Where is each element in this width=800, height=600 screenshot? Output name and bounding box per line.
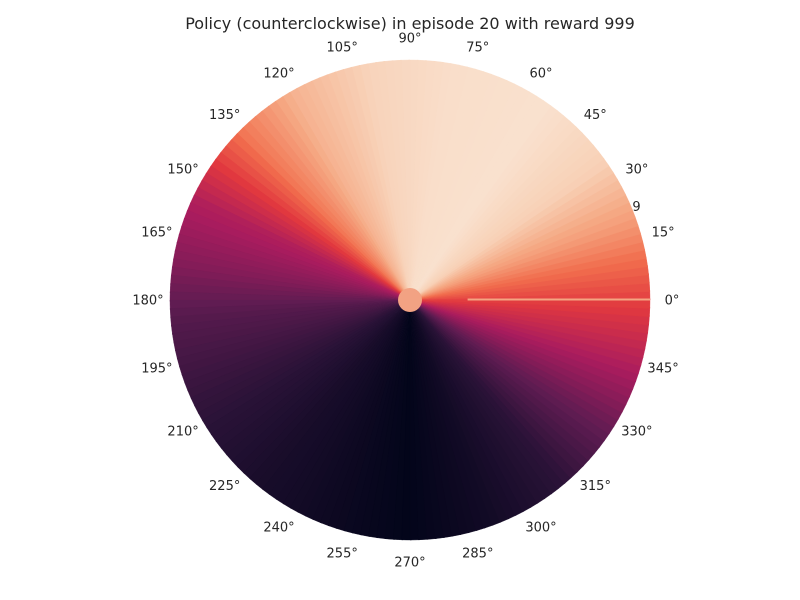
angle-tick-label: 75°	[466, 40, 489, 55]
angle-tick-label: 315°	[580, 479, 611, 494]
agent-marker	[398, 288, 422, 312]
angle-tick-label: 345°	[647, 361, 678, 376]
angle-tick-label: 255°	[327, 547, 358, 562]
angle-tick-label: 270°	[394, 556, 425, 571]
angle-tick-label: 150°	[167, 163, 198, 178]
angle-tick-label: 330°	[621, 425, 652, 440]
chart-title: Policy (counterclockwise) in episode 20 …	[185, 14, 635, 33]
angle-tick-label: 0°	[665, 294, 680, 309]
angle-tick-label: 165°	[141, 226, 172, 241]
angle-tick-label: 195°	[141, 361, 172, 376]
angle-tick-label: 45°	[584, 108, 607, 123]
angle-tick-label: 240°	[263, 520, 294, 535]
angle-tick-label: 180°	[132, 294, 163, 309]
angle-tick-label: 285°	[462, 547, 493, 562]
radial-tick-label: 9	[632, 200, 640, 215]
radial-ticks: 9	[632, 200, 640, 215]
heatmap-wedges	[169, 59, 651, 541]
angle-tick-label: 120°	[263, 67, 294, 82]
angle-tick-label: 30°	[625, 163, 648, 178]
angle-tick-label: 60°	[529, 67, 552, 82]
angle-tick-label: 225°	[209, 479, 240, 494]
angle-tick-label: 105°	[327, 40, 358, 55]
angle-tick-label: 210°	[167, 425, 198, 440]
angle-tick-label: 90°	[398, 32, 421, 47]
angle-tick-label: 300°	[525, 520, 556, 535]
angle-tick-label: 15°	[652, 226, 675, 241]
chart-overlay	[398, 288, 650, 312]
angle-ticks: 0° 15° 30° 45° 60° 75° 90° 105° 120° 135° 150° 165°…	[132, 32, 679, 571]
angle-tick-label: 135°	[209, 108, 240, 123]
